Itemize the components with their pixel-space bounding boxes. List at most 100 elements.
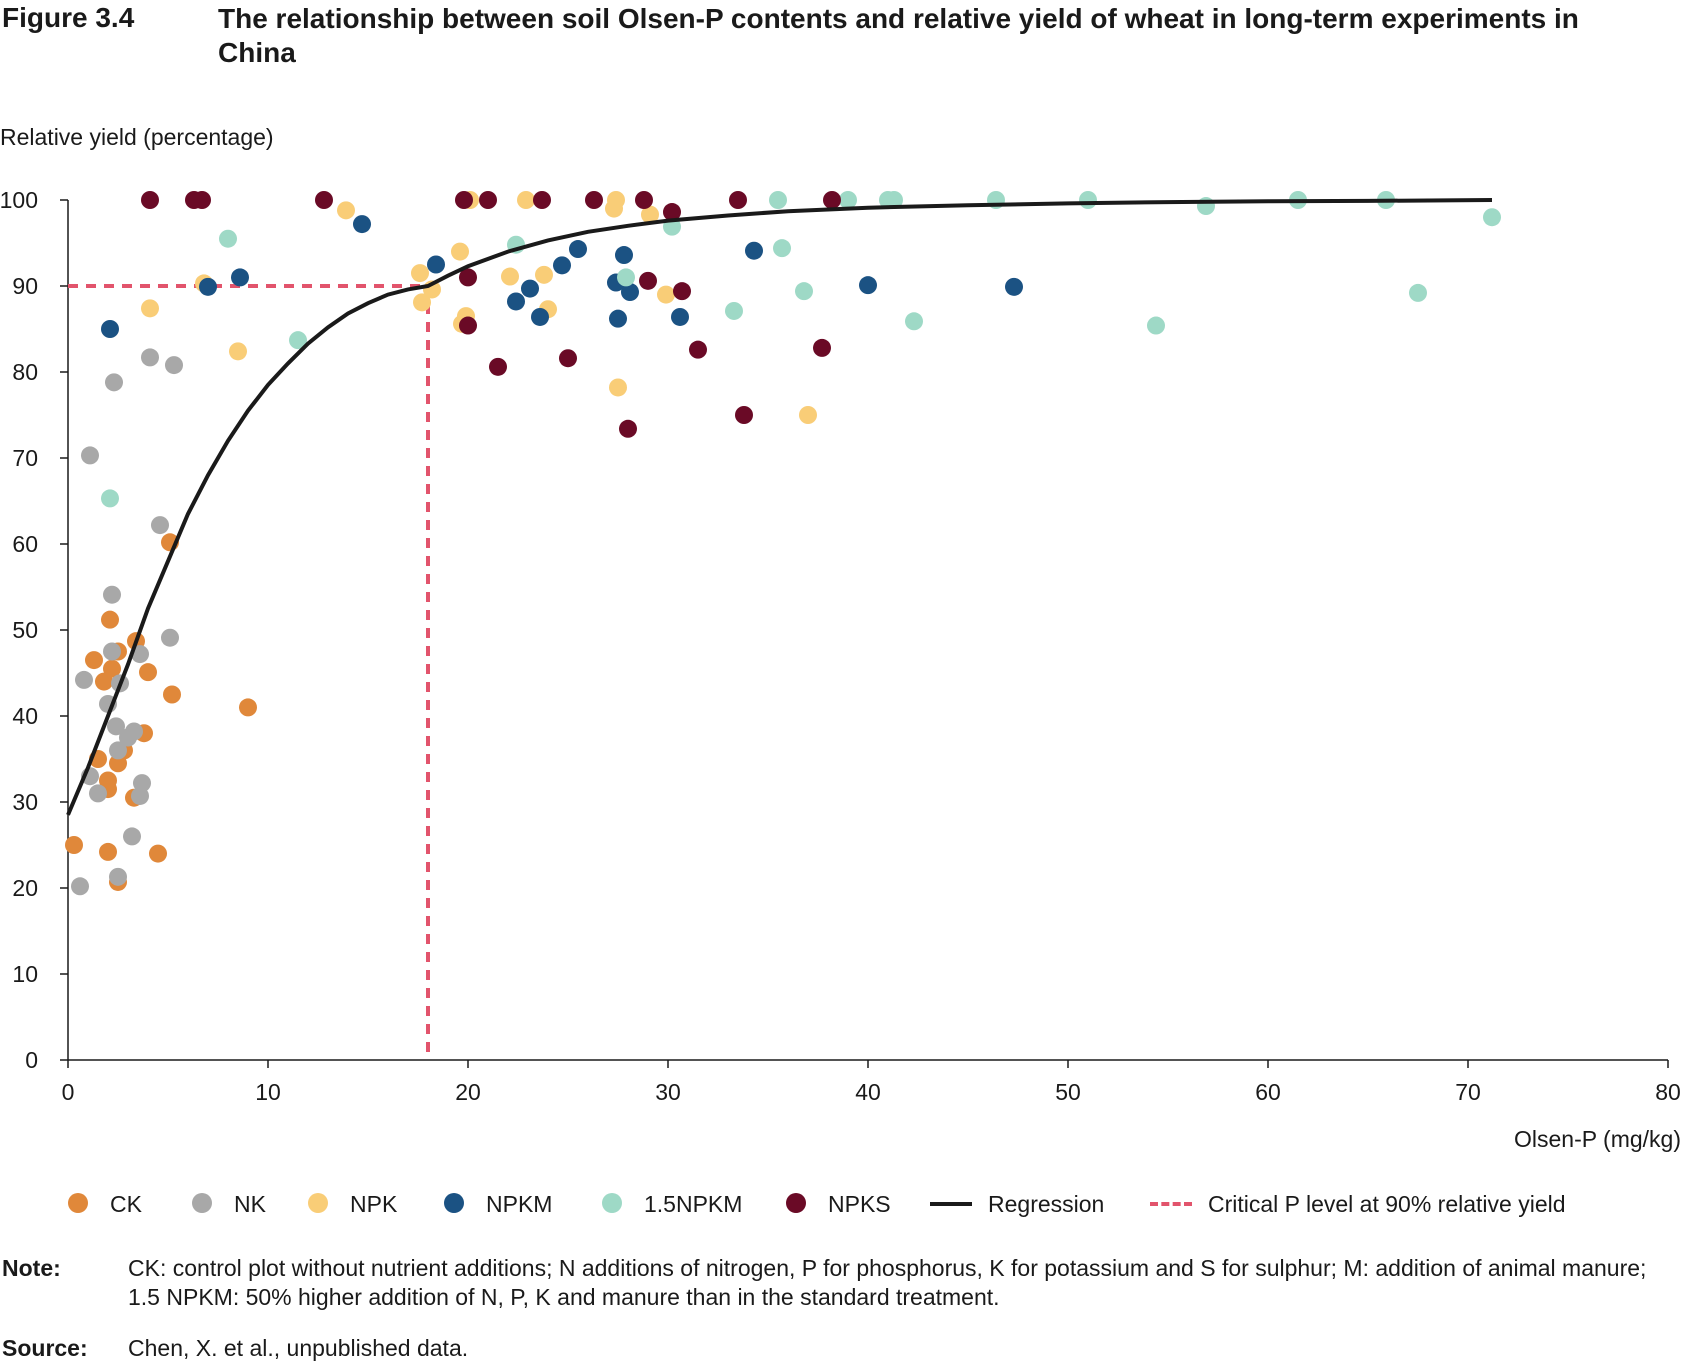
regression-layer xyxy=(66,198,1493,816)
data-point xyxy=(769,191,787,209)
legend-dot-icon xyxy=(192,1193,212,1213)
data-point xyxy=(123,827,141,846)
legend-dot-icon xyxy=(602,1193,622,1213)
source-label: Source: xyxy=(2,1335,88,1361)
data-point xyxy=(615,246,633,265)
data-point xyxy=(859,276,877,295)
series-1-5npkm xyxy=(101,191,1501,508)
data-point xyxy=(673,282,691,301)
data-point xyxy=(621,283,639,302)
series-npk xyxy=(141,191,817,424)
legend-label: Regression xyxy=(988,1191,1105,1217)
data-point xyxy=(1079,191,1097,209)
chart-legend: CK NK NPK NPKM 1.5NPKM NPKS Regression Critical… xyxy=(68,1188,1668,1220)
data-point xyxy=(639,271,657,290)
data-point xyxy=(103,642,121,661)
y-tick-label: 30 xyxy=(12,789,38,815)
data-point xyxy=(141,348,159,367)
data-point xyxy=(729,191,747,209)
data-point xyxy=(411,264,429,283)
axes: 0 10 20 30 40 50 60 70 80 90 100 0 10 20 30 40 50 60 70 80 xyxy=(0,187,1681,1105)
y-tick-label: 50 xyxy=(12,617,38,643)
data-point xyxy=(569,240,587,259)
legend-dot-icon xyxy=(308,1193,328,1213)
data-point xyxy=(75,670,93,689)
x-tick-label: 10 xyxy=(255,1079,281,1105)
data-point xyxy=(521,279,539,298)
data-point xyxy=(609,309,627,328)
data-point xyxy=(1197,197,1215,216)
data-point xyxy=(839,191,857,209)
data-point xyxy=(459,268,477,287)
data-point xyxy=(671,307,689,326)
x-tick-label: 80 xyxy=(1655,1079,1681,1105)
data-point xyxy=(139,663,157,682)
data-point xyxy=(229,342,247,361)
data-point xyxy=(507,292,525,311)
data-point xyxy=(109,867,127,886)
data-point xyxy=(161,628,179,647)
data-point xyxy=(141,299,159,318)
note-label: Note: xyxy=(2,1255,61,1281)
data-point xyxy=(745,241,763,260)
data-point xyxy=(657,285,675,304)
data-point xyxy=(65,836,83,854)
data-point xyxy=(663,203,681,222)
data-point xyxy=(133,774,151,793)
data-point xyxy=(905,312,923,331)
data-point xyxy=(105,373,123,392)
data-point xyxy=(501,267,519,286)
y-tick-label: 0 xyxy=(25,1047,38,1073)
data-point xyxy=(553,256,571,275)
figure-title: The relationship between soil Olsen-P co… xyxy=(218,3,1579,68)
data-point xyxy=(103,659,121,678)
data-point xyxy=(795,282,813,301)
data-point xyxy=(85,651,103,670)
data-point xyxy=(617,268,635,287)
data-point xyxy=(289,331,307,350)
data-point xyxy=(689,340,707,359)
source-text: Chen, X. et al., unpublished data. xyxy=(128,1335,469,1361)
data-point xyxy=(413,293,431,312)
y-tick-label: 90 xyxy=(12,273,38,299)
scatter-chart: Relative yield (percentage) Olsen-P (mg/… xyxy=(0,124,1681,1152)
y-tick-label: 40 xyxy=(12,703,38,729)
data-point xyxy=(1147,316,1165,335)
data-point xyxy=(103,585,121,604)
data-point xyxy=(101,320,119,338)
data-point xyxy=(315,191,333,209)
x-tick-label: 0 xyxy=(62,1079,75,1105)
data-point xyxy=(885,191,903,209)
data-point xyxy=(609,378,627,397)
data-point xyxy=(459,316,477,335)
data-point xyxy=(427,255,445,274)
data-point xyxy=(71,877,89,896)
series-npks xyxy=(141,191,841,438)
data-point xyxy=(95,672,113,691)
data-point xyxy=(353,215,371,234)
legend-line-icon xyxy=(930,1202,972,1206)
legend-label: NPKS xyxy=(828,1191,891,1217)
x-tick-label: 50 xyxy=(1055,1079,1081,1105)
data-point xyxy=(151,516,169,535)
legend-label: NPK xyxy=(350,1191,398,1217)
data-point xyxy=(109,741,127,760)
data-point xyxy=(165,356,183,375)
data-point xyxy=(517,191,535,209)
regression-curve xyxy=(66,198,1493,816)
y-tick-label: 80 xyxy=(12,359,38,385)
legend-label: NK xyxy=(234,1191,266,1217)
data-point xyxy=(1005,277,1023,296)
data-point xyxy=(101,610,119,629)
data-point xyxy=(735,406,753,424)
legend-dot-icon xyxy=(68,1193,88,1213)
data-point xyxy=(533,191,551,209)
data-point xyxy=(813,338,831,357)
data-point xyxy=(89,784,107,803)
data-point xyxy=(823,191,841,209)
data-point xyxy=(219,229,237,248)
legend-label: Critical P level at 90% relative yield xyxy=(1208,1191,1566,1217)
x-tick-label: 70 xyxy=(1455,1079,1481,1105)
y-axis-label: Relative yield (percentage) xyxy=(0,124,274,150)
data-point xyxy=(489,357,507,376)
